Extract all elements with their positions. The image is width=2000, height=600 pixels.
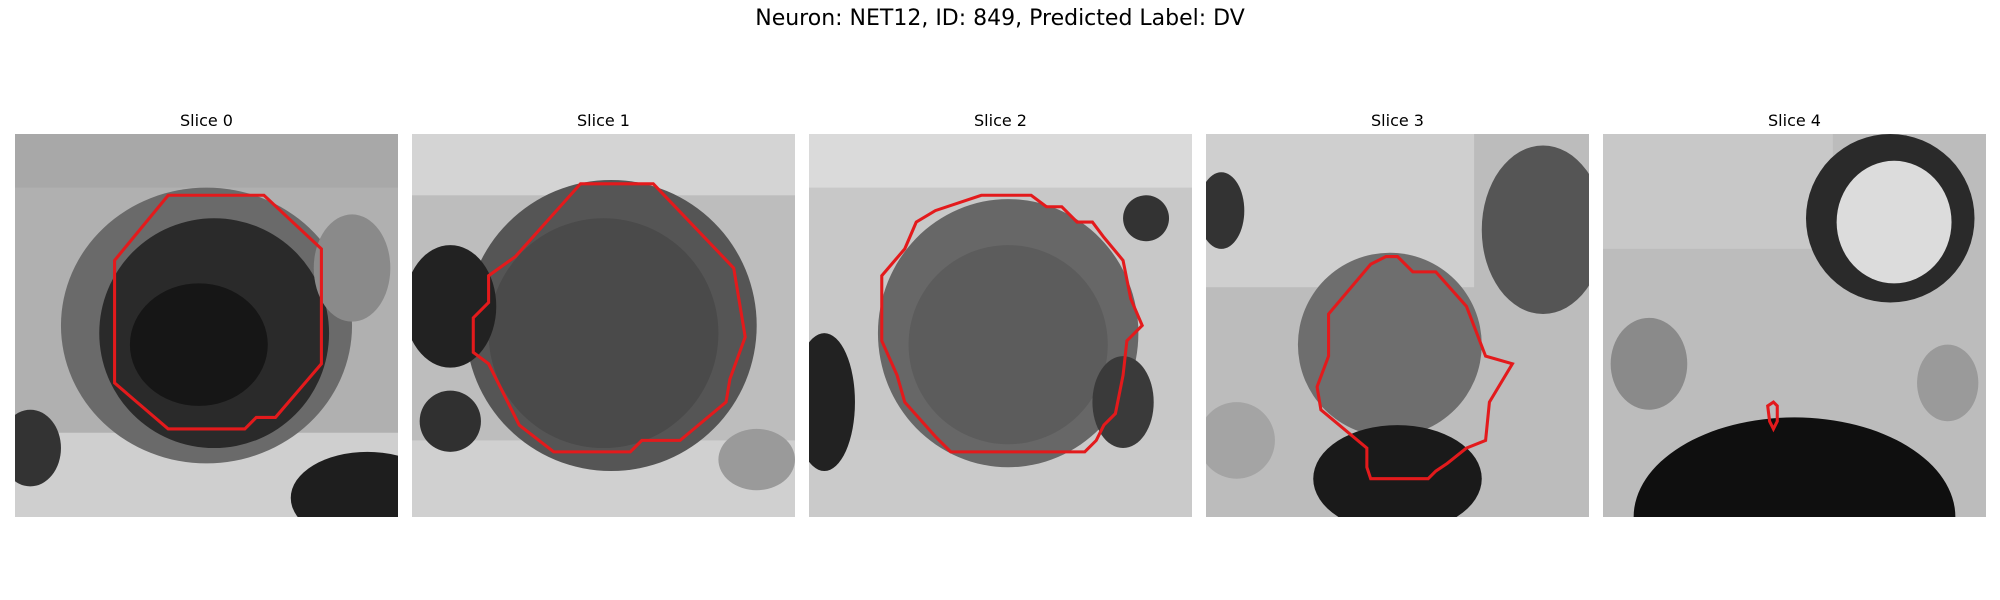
segmentation-contour (1766, 400, 1779, 433)
segmentation-contour (1315, 255, 1515, 481)
slice-panel-1: Slice 1 (412, 108, 795, 517)
figure-title: Neuron: NET12, ID: 849, Predicted Label:… (755, 6, 1245, 31)
slice-image-3 (1206, 134, 1589, 517)
slice-panel-2: Slice 2 (809, 108, 1192, 517)
slice-title-0: Slice 0 (180, 111, 233, 130)
slice-panel-4: Slice 4 (1603, 108, 1986, 517)
slice-image-1 (412, 134, 795, 517)
slice-panel-0: Slice 0 (15, 108, 398, 517)
slice-title-1: Slice 1 (577, 111, 630, 130)
segmentation-contour (880, 193, 1145, 454)
slice-panel-3: Slice 3 (1206, 108, 1589, 517)
slice-image-0 (15, 134, 398, 517)
slice-title-4: Slice 4 (1768, 111, 1821, 130)
slice-title-3: Slice 3 (1371, 111, 1424, 130)
segmentation-contour (471, 182, 747, 454)
segmentation-contour (113, 193, 323, 431)
slice-title-2: Slice 2 (974, 111, 1027, 130)
slice-image-2 (809, 134, 1192, 517)
slice-image-4 (1603, 134, 1986, 517)
